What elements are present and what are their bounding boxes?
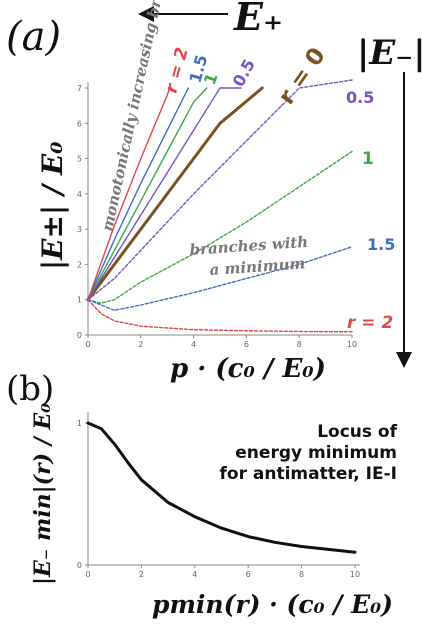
series-line-a-8	[87, 299, 353, 333]
x-tick-label: 2	[138, 340, 143, 349]
curve-label-r1-right: 1	[362, 149, 374, 169]
curves-b	[86, 421, 357, 554]
y-tick-label: 6	[77, 119, 82, 128]
annotation-minimum-2: a minimum	[209, 254, 306, 279]
series-line-a-6	[87, 150, 353, 304]
curve-label-r05-right: 0.5	[346, 88, 374, 107]
y-tick-label: 0	[77, 561, 82, 570]
panel-b-label: (b)	[6, 369, 54, 409]
x-tick-label: 10	[347, 340, 357, 349]
y-tick-label: 5	[77, 155, 82, 164]
y-tick-label: 3	[77, 225, 82, 234]
y-tick-label: 2	[77, 260, 82, 269]
locus-annotation-2: energy minimum	[235, 443, 397, 463]
locus-annotation-1: Locus of	[317, 422, 397, 442]
ticks-b: 0 2 4 6 8 10 0 1	[77, 419, 360, 579]
y-tick-label: 4	[77, 190, 82, 199]
x-tick-label: 0	[85, 340, 90, 349]
series-line-a-1	[87, 87, 242, 301]
series-line-a-0	[86, 86, 264, 302]
series-line-a-4	[87, 87, 171, 301]
series-line-a-5	[87, 79, 353, 301]
e-minus-label: |E₋|	[357, 33, 423, 73]
x-tick-label: 6	[244, 340, 249, 349]
x-tick-label: 6	[246, 570, 251, 579]
curve-label-r2-right: r = 2	[347, 313, 393, 333]
y-axis-title-b: |E₋ min|(r) / E₀	[30, 403, 56, 585]
curve-label-r05-top: 0.5	[229, 56, 259, 90]
e-plus-label: E₊	[233, 0, 283, 39]
locus-annotation-3: for antimatter, IE-I	[220, 464, 397, 484]
series-line-a-7	[87, 246, 353, 311]
axes-b	[87, 412, 360, 566]
series-line-b-0	[86, 421, 357, 554]
y-tick-label: 1	[77, 296, 82, 305]
curve-label-r0-top: r = 0	[274, 43, 331, 109]
x-axis-title-b: pmin(r) · (c₀ / E₀)	[152, 590, 393, 619]
series-line-a-3	[87, 87, 189, 301]
x-tick-label: 8	[297, 340, 302, 349]
x-tick-label: 2	[139, 570, 144, 579]
panel-a-label: (a)	[6, 14, 61, 60]
x-tick-label: 10	[350, 570, 360, 579]
y-tick-label: 0	[77, 331, 82, 340]
curves-a	[86, 79, 353, 333]
curve-label-r15-right: 1.5	[367, 235, 395, 254]
x-tick-label: 8	[299, 570, 304, 579]
series-line-a-2	[87, 87, 208, 301]
x-tick-label: 4	[192, 570, 197, 579]
x-tick-label: 0	[85, 570, 90, 579]
y-axis-title-a: |E±| / E₀	[36, 141, 69, 270]
y-tick-label: 7	[77, 84, 82, 93]
axes-a	[87, 82, 352, 336]
x-tick-label: 4	[191, 340, 196, 349]
y-tick-label: 1	[77, 419, 82, 428]
x-axis-title-a: p · (c₀ / E₀)	[170, 354, 326, 384]
